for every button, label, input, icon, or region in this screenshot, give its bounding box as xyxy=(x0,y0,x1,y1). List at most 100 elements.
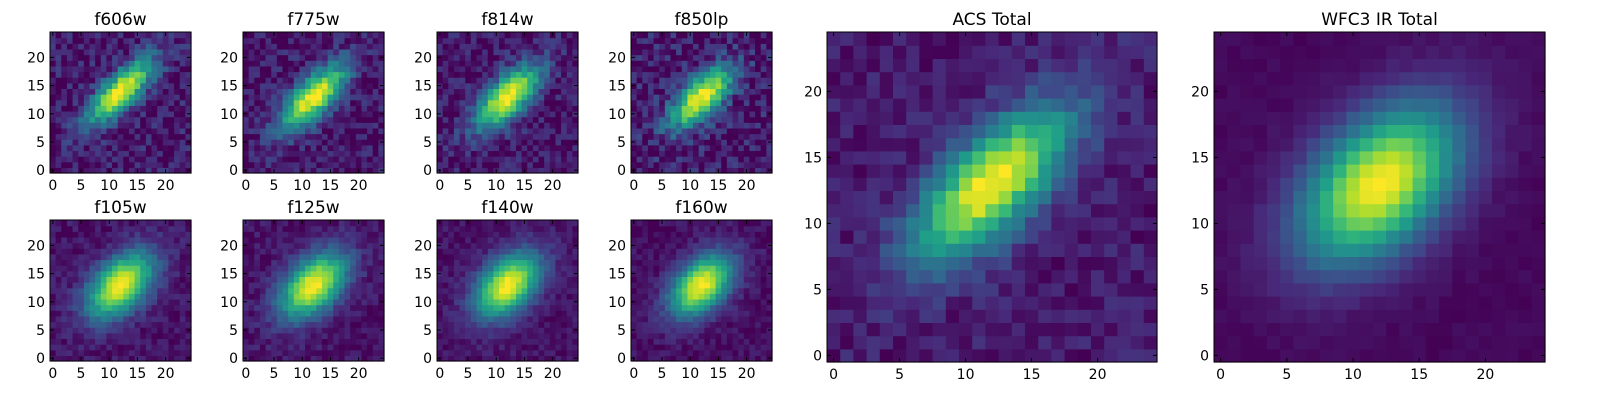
heatmap-cell xyxy=(453,236,461,244)
heatmap-cell xyxy=(61,32,68,39)
heatmap-cell xyxy=(521,248,528,255)
heatmap-cell xyxy=(442,293,449,300)
heatmap-cell xyxy=(453,122,461,129)
heatmap-cell xyxy=(732,276,739,283)
heatmap-cell xyxy=(732,110,739,118)
heatmap-cell xyxy=(527,37,534,44)
x-tick-label: 20 xyxy=(544,178,562,194)
heatmap-cell xyxy=(248,259,255,266)
heatmap-cell xyxy=(687,71,694,78)
heatmap-cell xyxy=(355,276,363,283)
heatmap-cell xyxy=(50,332,57,340)
heatmap-cell xyxy=(350,242,357,249)
heatmap-cell xyxy=(499,133,506,140)
heatmap-cell xyxy=(549,242,557,249)
heatmap-cell xyxy=(243,253,250,261)
heatmap-cell xyxy=(476,248,483,255)
heatmap-cell xyxy=(83,65,91,73)
heatmap-cell xyxy=(709,110,717,118)
heatmap-cell xyxy=(316,54,323,61)
heatmap-cell xyxy=(83,167,91,174)
heatmap-cell xyxy=(437,248,444,255)
heatmap-cell xyxy=(185,282,192,289)
heatmap-cell xyxy=(527,248,534,255)
heatmap-cell xyxy=(659,270,666,277)
heatmap-cell xyxy=(647,315,655,323)
heatmap-cell xyxy=(310,270,317,277)
heatmap-cell xyxy=(572,236,579,244)
heatmap-cell xyxy=(437,265,444,272)
heatmap-cell xyxy=(681,48,688,56)
heatmap-cell xyxy=(442,105,449,112)
heatmap-cell xyxy=(248,265,255,272)
heatmap-cell xyxy=(293,133,300,140)
heatmap-cell xyxy=(555,344,562,351)
heatmap-cell xyxy=(259,225,267,232)
heatmap-cell xyxy=(50,156,57,163)
heatmap-cell xyxy=(549,293,557,300)
heatmap-cell xyxy=(151,349,158,356)
heatmap-cell xyxy=(527,48,534,56)
heatmap-cell xyxy=(316,220,323,227)
heatmap-cell xyxy=(693,327,700,334)
heatmap-cell xyxy=(448,71,455,78)
heatmap-cell xyxy=(704,54,711,61)
heatmap-cell xyxy=(437,99,444,106)
heatmap-cell xyxy=(504,144,511,152)
heatmap-cell xyxy=(61,116,68,123)
heatmap-cell xyxy=(378,116,385,123)
heatmap-cell xyxy=(647,287,655,294)
heatmap-cell xyxy=(693,167,700,174)
heatmap-cell xyxy=(664,287,672,294)
heatmap-cell xyxy=(179,332,186,340)
heatmap-cell xyxy=(437,48,444,56)
heatmap-cell xyxy=(50,287,57,294)
heatmap-cell xyxy=(442,332,449,340)
heatmap-cell xyxy=(271,82,278,89)
heatmap-cell xyxy=(698,139,705,146)
heatmap-cell xyxy=(350,94,357,101)
heatmap-cell xyxy=(265,133,272,140)
heatmap-cell xyxy=(100,144,107,152)
heatmap-cell xyxy=(681,315,688,323)
heatmap-cell xyxy=(664,315,672,323)
heatmap-cell xyxy=(123,37,130,44)
heatmap-cell xyxy=(647,99,655,106)
heatmap-cell xyxy=(128,253,136,261)
heatmap-cell xyxy=(681,276,688,283)
heatmap-cell xyxy=(532,236,540,244)
heatmap-cell xyxy=(572,161,579,168)
heatmap-cell xyxy=(344,282,351,289)
heatmap-cell xyxy=(453,161,461,168)
heatmap-cell xyxy=(670,88,677,95)
heatmap-cell xyxy=(333,139,340,146)
heatmap-cell xyxy=(549,116,557,123)
heatmap-cell xyxy=(185,332,192,340)
heatmap-cell xyxy=(350,71,357,78)
heatmap-cell xyxy=(642,349,649,356)
heatmap-cell xyxy=(248,321,255,328)
heatmap-cell xyxy=(766,88,773,95)
heatmap-cell xyxy=(732,150,739,157)
heatmap-cell xyxy=(243,71,250,78)
heatmap-cell xyxy=(681,298,688,306)
heatmap-cell xyxy=(538,127,545,135)
heatmap-cell xyxy=(259,248,267,255)
heatmap-cell xyxy=(333,349,340,356)
heatmap-cell xyxy=(698,133,705,140)
heatmap-cell xyxy=(555,82,562,89)
heatmap-cell xyxy=(117,270,124,277)
heatmap-cell xyxy=(316,88,323,95)
heatmap-cell xyxy=(282,133,289,140)
heatmap-cell xyxy=(185,321,192,328)
x-tick-label: 15 xyxy=(516,178,534,194)
heatmap-cell xyxy=(50,99,57,106)
heatmap-cell xyxy=(659,293,666,300)
heatmap-cell xyxy=(83,105,91,112)
heatmap-cell xyxy=(647,133,655,140)
heatmap-cell xyxy=(168,248,175,255)
heatmap-cell xyxy=(664,282,672,289)
heatmap-cell xyxy=(271,304,278,311)
heatmap-cell xyxy=(544,82,551,89)
heatmap-cell xyxy=(299,156,306,163)
